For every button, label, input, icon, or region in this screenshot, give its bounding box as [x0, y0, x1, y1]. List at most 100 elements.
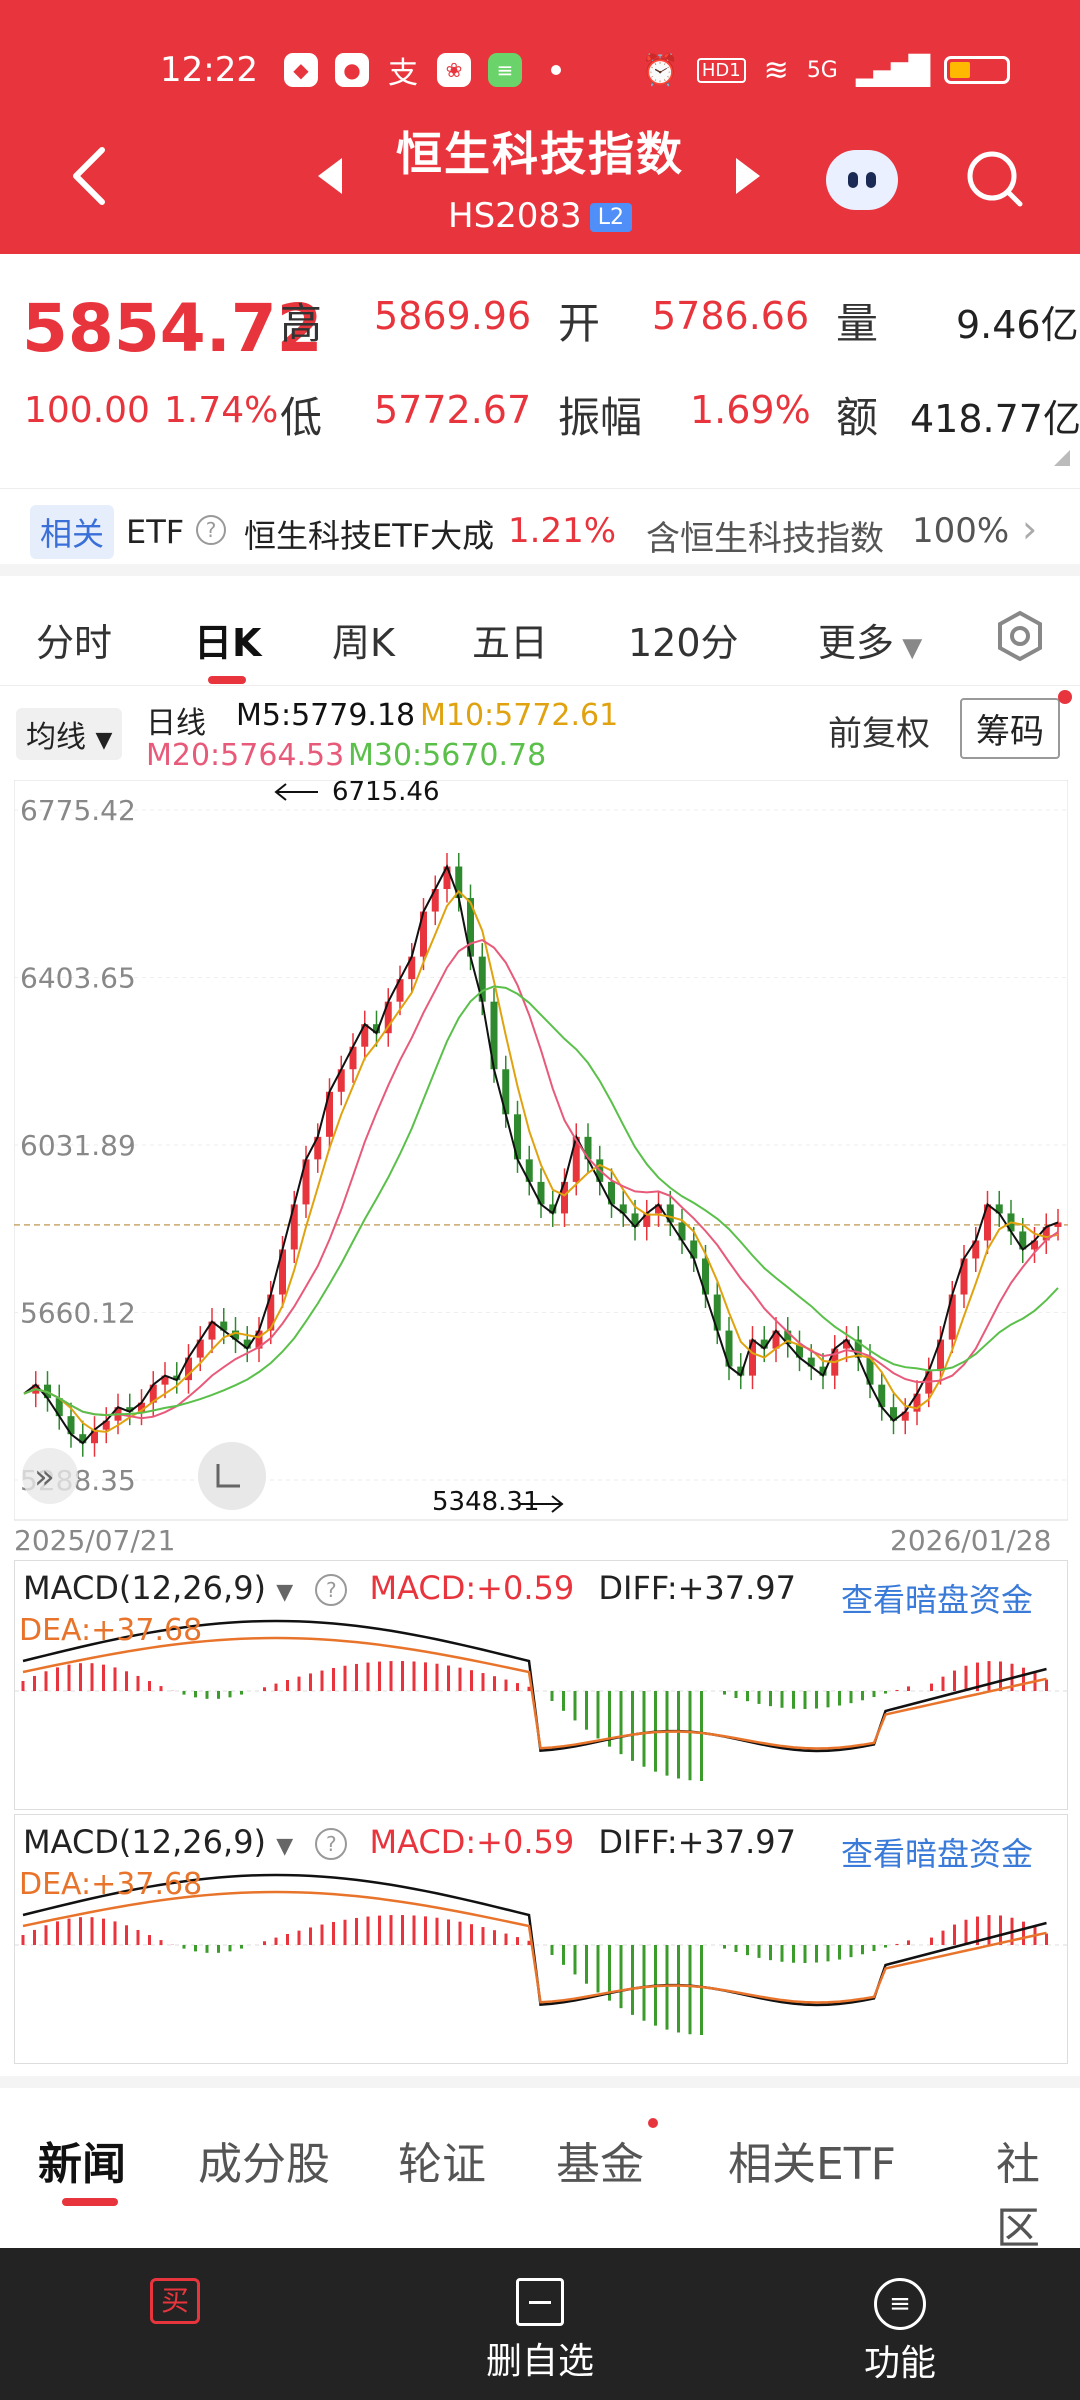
stock-code-text: HS2083	[448, 196, 582, 236]
macd-header: MACD(12,26,9) ▼ ? MACD:+0.59 DIFF:+37.97	[23, 1823, 796, 1861]
diff-value: DIFF:+37.97	[598, 1823, 797, 1861]
network-label: 5G	[806, 57, 838, 83]
candle-body	[854, 1339, 862, 1358]
macd-selector[interactable]: MACD(12,26,9) ▼	[23, 1823, 294, 1861]
etf-label: ETF	[126, 513, 185, 551]
macd-selector-label: MACD(12,26,9)	[23, 1569, 267, 1607]
candle-body	[91, 1429, 98, 1444]
adjust-mode[interactable]: 前复权	[828, 714, 930, 754]
macd-selector[interactable]: MACD(12,26,9) ▼	[23, 1569, 294, 1607]
tab-community[interactable]: 社区	[996, 2139, 1040, 2254]
dea-line	[22, 1636, 1047, 1750]
status-bar: 12:22 ◆ ● 支 ❀ ≡ ⏰ HD1 ≋ 5G ▂▄▆█	[160, 46, 1010, 94]
candle-body	[1042, 1226, 1050, 1241]
signal-icon: ▂▄▆█	[855, 53, 930, 87]
battery-icon	[944, 56, 1010, 84]
candle-body	[878, 1384, 886, 1408]
kline-type: 日线	[146, 706, 206, 741]
help-icon[interactable]: ?	[315, 1828, 348, 1860]
y-tick-label: 5660.12	[20, 1296, 136, 1329]
candle-body	[490, 1001, 498, 1070]
tab-daily-k[interactable]: 日K	[194, 621, 262, 665]
back-icon[interactable]	[70, 146, 110, 206]
dark-pool-link[interactable]: 查看暗盘资金	[841, 1835, 1034, 1873]
tab-120min[interactable]: 120分	[628, 621, 739, 665]
candle-body	[79, 1434, 87, 1444]
ma10-value: M10:5772.61	[420, 698, 619, 733]
app-icon: ❀	[436, 53, 471, 87]
candle-body	[396, 979, 404, 1002]
tab-more-label: 更多	[818, 621, 895, 665]
dea-value: DEA:+37.68	[19, 1867, 203, 1902]
settings-hex-icon[interactable]	[994, 610, 1046, 662]
tab-related-etf[interactable]: 相关ETF	[728, 2139, 896, 2190]
candlestick-chart[interactable]: 6775.426403.656031.895660.125288.356715.…	[14, 780, 1068, 1560]
tab-five-day[interactable]: 五日	[472, 621, 549, 665]
scroll-left-button[interactable]	[22, 1448, 78, 1504]
max-arrowhead	[274, 783, 287, 801]
candle-body	[890, 1407, 897, 1421]
candle-body	[514, 1114, 521, 1160]
ma-line-m5	[23, 864, 1059, 1445]
candle-body	[631, 1213, 639, 1227]
prev-stock-icon[interactable]	[318, 158, 342, 194]
candle-body	[866, 1357, 874, 1385]
candle-body	[678, 1222, 686, 1241]
candle-body	[502, 1069, 510, 1115]
assistant-robot-icon[interactable]	[826, 150, 898, 210]
remove-watchlist-button[interactable]: 删自选	[440, 2278, 640, 2384]
info-tabs: 新闻 成分股 轮证 基金 相关ETF 社区	[0, 2076, 1080, 2254]
help-icon[interactable]: ?	[315, 1574, 348, 1606]
diff-value: DIFF:+37.97	[598, 1569, 797, 1607]
function-button[interactable]: ≡ 功能	[800, 2278, 1000, 2386]
header: 12:22 ◆ ● 支 ❀ ≡ ⏰ HD1 ≋ 5G ▂▄▆█ 恒生科技指数 H…	[0, 0, 1080, 254]
next-stock-icon[interactable]	[736, 158, 760, 194]
open-label: 开	[558, 299, 601, 348]
candle-body	[749, 1339, 756, 1376]
tab-warrants[interactable]: 轮证	[398, 2139, 486, 2190]
min-arrowhead	[551, 1495, 564, 1513]
candle-body	[772, 1330, 780, 1349]
related-etf-bar[interactable]: 相关 ETF ? 恒生科技ETF大成 1.21% 含恒生科技指数 100% ›	[0, 488, 1080, 576]
fullscreen-icon	[216, 1464, 240, 1488]
ma-selector-label: 均线	[26, 720, 86, 755]
tab-funds[interactable]: 基金	[556, 2139, 644, 2190]
x-start-label: 2025/07/21	[14, 1524, 175, 1557]
change-value: 100.00	[24, 390, 150, 431]
macd-selector-label: MACD(12,26,9)	[23, 1823, 267, 1861]
buy-button[interactable]: 买	[150, 2278, 206, 2324]
tab-weekly-k[interactable]: 周K	[332, 621, 395, 665]
tab-intraday[interactable]: 分时	[36, 621, 113, 665]
candle-body	[1054, 1222, 1062, 1227]
help-icon[interactable]: ?	[196, 515, 226, 545]
candle-body	[302, 1159, 310, 1205]
active-tab-indicator	[208, 676, 246, 684]
macd-panel: MACD(12,26,9) ▼ ? MACD:+0.59 DIFF:+37.97…	[14, 1814, 1068, 2064]
candle-body	[102, 1420, 110, 1430]
tab-constituents[interactable]: 成分股	[198, 2139, 330, 2190]
candle-body	[149, 1384, 157, 1403]
etf-pct: 1.21%	[508, 511, 617, 551]
double-chevron-icon: »	[34, 1457, 55, 1497]
dark-pool-link[interactable]: 查看暗盘资金	[841, 1581, 1034, 1619]
ma-selector[interactable]: 均线 ▼	[16, 708, 123, 760]
candle-body	[807, 1357, 815, 1367]
candle-body	[784, 1330, 792, 1345]
expand-corner-icon[interactable]	[1054, 450, 1070, 466]
macd-panel: MACD(12,26,9) ▼ ? MACD:+0.59 DIFF:+37.97…	[14, 1560, 1068, 1810]
amplitude-label: 振幅	[558, 393, 643, 442]
macd-value: MACD:+0.59	[369, 1823, 575, 1861]
level-badge: L2	[589, 203, 632, 232]
tab-more[interactable]: 更多 ▼	[818, 621, 923, 665]
candle-body	[901, 1411, 909, 1421]
candle-body	[185, 1357, 192, 1381]
tab-news[interactable]: 新闻	[38, 2139, 126, 2190]
macd-value: MACD:+0.59	[369, 1569, 575, 1607]
candle-body	[455, 866, 463, 899]
function-label: 功能	[863, 2343, 936, 2384]
chip-button[interactable]: 筹码	[960, 698, 1060, 759]
app-icon: ◆	[283, 53, 318, 87]
candle-body	[913, 1393, 921, 1412]
fullscreen-button[interactable]	[198, 1442, 266, 1510]
search-icon[interactable]	[964, 148, 1024, 208]
